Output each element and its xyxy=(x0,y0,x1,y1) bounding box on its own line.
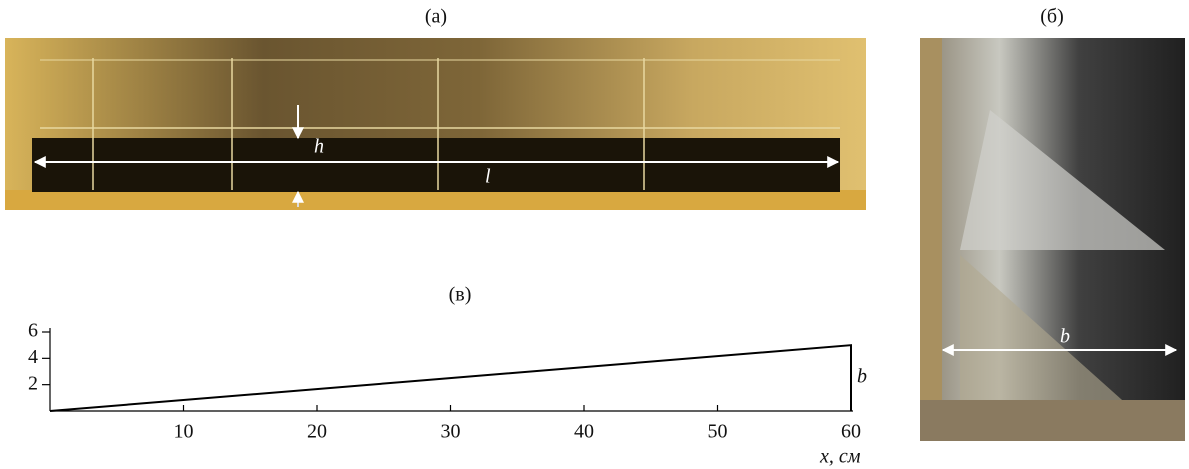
annotation: b xyxy=(1060,326,1070,348)
panel-label: (б) xyxy=(1040,6,1064,28)
x-tick-label: 60 xyxy=(841,421,861,443)
panel-label: (а) xyxy=(425,6,447,28)
x-tick-label: 30 xyxy=(441,421,461,443)
y-tick-label: 2 xyxy=(28,372,38,394)
x-axis-label: x, см xyxy=(819,446,861,468)
x-tick-label: 40 xyxy=(574,421,594,443)
x-tick-label: 10 xyxy=(174,421,194,443)
x-tick-label: 50 xyxy=(708,421,728,443)
line xyxy=(50,345,851,411)
annotation: b xyxy=(857,366,867,388)
chart-title: (в) xyxy=(449,284,472,306)
annotation: l xyxy=(485,166,491,188)
y-tick-label: 6 xyxy=(28,320,38,342)
photo-a xyxy=(5,38,866,210)
figure: (а) h l (б) b (в) x, см b 2 4 6 10 20 30 40 50 6… xyxy=(0,0,1189,469)
y-tick-label: 4 xyxy=(28,346,38,368)
x-tick-label: 20 xyxy=(307,421,327,443)
annotation: h xyxy=(314,136,324,158)
photo-b xyxy=(920,38,1185,441)
